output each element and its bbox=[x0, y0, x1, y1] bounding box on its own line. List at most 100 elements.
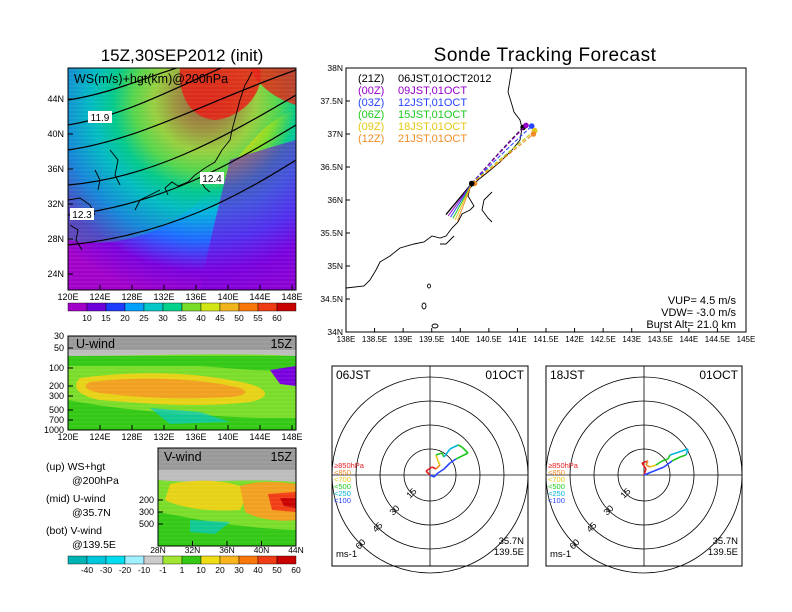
track-end-point bbox=[523, 122, 529, 129]
u-x-tick-label: 132E bbox=[153, 432, 174, 442]
height-label-11.9: 11.9 bbox=[91, 113, 110, 124]
uwind-label: U-wind bbox=[76, 337, 115, 351]
map-x-tick-label: 120E bbox=[57, 292, 78, 302]
u-x-tick-label: 128E bbox=[121, 432, 142, 442]
ws-colorbar-label: 25 bbox=[139, 313, 149, 323]
map-y-tick-label: 36N bbox=[47, 164, 64, 174]
track-end-point bbox=[528, 123, 535, 129]
hodo-level-label: <500 bbox=[334, 482, 351, 491]
track-y-tick-label: 34N bbox=[327, 327, 343, 337]
hodo-lat: 35.7N bbox=[713, 536, 738, 547]
u-y-tick-label: 300 bbox=[49, 391, 64, 401]
wind-colorbar-swatch bbox=[67, 555, 88, 565]
wind-colorbar-swatch bbox=[219, 555, 240, 565]
wind-colorbar-label: -40 bbox=[81, 565, 94, 575]
map-y-tick-label: 44N bbox=[47, 94, 64, 104]
track-x-tick-label: 143.5E bbox=[648, 335, 673, 344]
hodo-segment bbox=[645, 464, 651, 468]
uwind-frame bbox=[67, 335, 297, 431]
ws-map-y-axis: 24N 28N 32N 36N 40N 44N bbox=[47, 94, 73, 279]
note-bot-level: @139.5E bbox=[72, 539, 116, 551]
hodo-level-label: <850 bbox=[334, 468, 351, 477]
track-x-tick-label: 141.5E bbox=[533, 335, 558, 344]
wind-colorbar-swatch bbox=[257, 555, 278, 565]
track-y-tick-label: 37.5N bbox=[320, 96, 343, 106]
ws-colorbar-swatch bbox=[181, 302, 202, 312]
wind-colorbar-swatch bbox=[238, 555, 259, 565]
wind-colorbar-swatch bbox=[143, 555, 164, 565]
track-y-tick-label: 37N bbox=[327, 129, 343, 139]
track-legend: (21Z) 06JST,01OCT2012 (00Z) 09JST,01OCT (03Z… bbox=[358, 73, 492, 145]
hodo-lon: 139.5E bbox=[494, 547, 524, 558]
hodo-segment bbox=[443, 462, 451, 470]
height-label-12.3: 12.3 bbox=[72, 210, 92, 221]
hodo-level-label: <700 bbox=[334, 475, 351, 484]
u-x-tick-label: 120E bbox=[57, 432, 78, 442]
vwind-panel bbox=[158, 448, 296, 546]
track-y-tick-label: 38N bbox=[327, 63, 343, 73]
hodo-segment bbox=[433, 472, 439, 478]
v-x-tick-label: 44N bbox=[288, 545, 304, 555]
ws-colorbar-label: 10 bbox=[82, 313, 92, 323]
wind-colorbar-label: 30 bbox=[234, 565, 244, 575]
wind-colorbar-label: -30 bbox=[100, 565, 113, 575]
track-line bbox=[471, 133, 534, 184]
ws-colorbar-swatch bbox=[67, 302, 88, 312]
hodo-level-label: <500 bbox=[548, 482, 565, 491]
ws-colorbar-label: 20 bbox=[120, 313, 130, 323]
ws-colorbar-swatch bbox=[257, 302, 278, 312]
track-x-tick-label: 139.5E bbox=[419, 335, 444, 344]
hodo-date: 01OCT bbox=[485, 368, 524, 382]
wind-colorbar-label: -20 bbox=[119, 565, 132, 575]
note-up-level: @200hPa bbox=[72, 475, 119, 487]
hodo-segment bbox=[429, 474, 435, 478]
note-bot: (bot) V-wind bbox=[46, 525, 102, 537]
track-x-tick-label: 140E bbox=[451, 335, 470, 344]
v-y-tick-label: 200 bbox=[139, 495, 154, 505]
u-y-tick-label: 500 bbox=[49, 405, 64, 415]
wind-colorbar-label: 1 bbox=[180, 565, 185, 575]
vwind-x-axis: 28N 32N 36N 40N 44N bbox=[150, 541, 304, 555]
hodo-segment bbox=[425, 470, 431, 476]
map-y-tick-label: 28N bbox=[47, 234, 64, 244]
hodo-level-label: <850 bbox=[548, 468, 565, 477]
wind-colorbar-label: -1 bbox=[159, 565, 167, 575]
track-legend-run: (09Z) bbox=[358, 121, 384, 133]
hodo-segment bbox=[653, 466, 665, 472]
hodo-ring-label: 30 bbox=[387, 503, 401, 517]
track-x-tick-label: 144.5E bbox=[705, 335, 730, 344]
ws-map-label: WS(m/s)+hgt(km)@200hPa bbox=[74, 72, 228, 86]
hodo-segment bbox=[661, 458, 669, 462]
wind-colorbar-swatch bbox=[200, 555, 221, 565]
wind-colorbar-swatch bbox=[162, 555, 183, 565]
track-info: VUP= 4.5 m/s VDW= -3.0 m/s Burst Alt= 21… bbox=[646, 295, 736, 331]
note-up: (up) WS+hgt bbox=[46, 461, 105, 473]
wind-colorbar-label: 10 bbox=[196, 565, 206, 575]
hodo-segment bbox=[641, 462, 647, 470]
hodo-segment bbox=[457, 444, 463, 448]
track-legend-label: 12JST,01OCT bbox=[398, 97, 467, 109]
hodo-level-label: <700 bbox=[548, 475, 565, 484]
hodo-segment bbox=[643, 468, 647, 476]
track-legend-run: (00Z) bbox=[358, 85, 384, 97]
track-x-tick-label: 144E bbox=[680, 335, 699, 344]
hodo-unit: ms-1 bbox=[550, 549, 571, 560]
track-y-tick-label: 35N bbox=[327, 261, 343, 271]
hodo-segment bbox=[431, 466, 437, 470]
track-legend-run: (06Z) bbox=[358, 109, 384, 121]
ws-map-x-axis: 120E 124E 128E 132E 136E 140E 144E 148E bbox=[57, 285, 303, 302]
hodograph-18jst: 18JST 01OCT35.7N139.5Ems-115304560≥850hPa… bbox=[545, 365, 743, 574]
v-y-tick-label: 500 bbox=[139, 519, 154, 529]
height-labels: 11.9 12.4 12.3 bbox=[70, 111, 224, 221]
track-legend-label: 09JST,01OCT bbox=[398, 85, 467, 97]
wind-colorbar-swatch bbox=[124, 555, 145, 565]
ws-colorbar-swatch bbox=[238, 302, 259, 312]
ws-colorbar-swatch bbox=[124, 302, 145, 312]
wind-colorbar: -40 -30 -20 -10 -1 1 10 20 30 40 50 60 bbox=[67, 555, 301, 575]
track-line bbox=[471, 125, 533, 184]
hodo-ring-label: 15 bbox=[404, 486, 418, 500]
wind-colorbar-swatch bbox=[86, 555, 107, 565]
ws-colorbar-label: 45 bbox=[215, 313, 225, 323]
ws-colorbar-label: 40 bbox=[196, 313, 206, 323]
ws-colorbar-swatch bbox=[200, 302, 221, 312]
